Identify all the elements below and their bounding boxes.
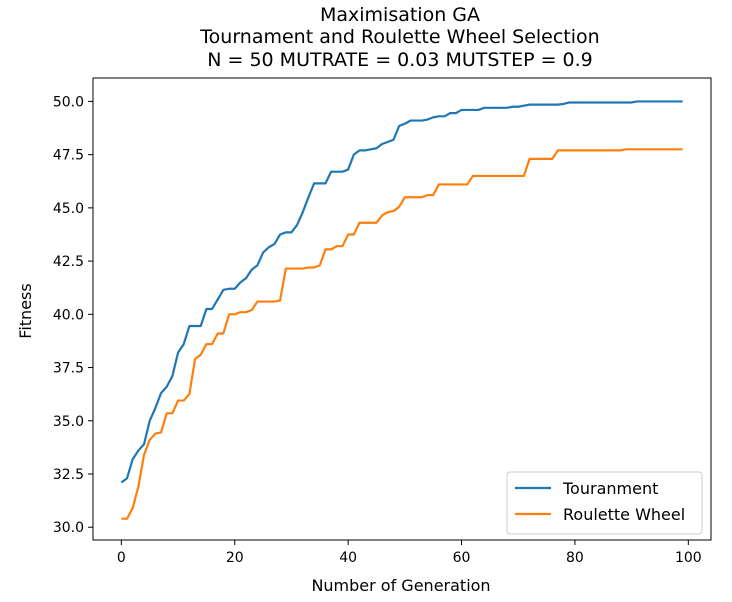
- legend-box: [506, 471, 703, 535]
- x-tick-label: 80: [566, 550, 584, 566]
- x-tick-label: 20: [226, 550, 244, 566]
- y-tick-label: 45.0: [53, 201, 84, 217]
- x-tick-label: 0: [117, 550, 126, 566]
- y-axis-ticks: 30.0 32.5 35.0 37.5 40.0 42.5 45.0 47.5 50.0: [53, 94, 93, 536]
- plot-frame: [92, 77, 712, 541]
- y-tick-label: 42.5: [53, 254, 84, 270]
- legend-label-roulette-wheel: Roulette Wheel: [563, 505, 685, 524]
- legend: Touranment Roulette Wheel: [506, 471, 703, 535]
- y-tick-label: 47.5: [53, 148, 84, 164]
- y-tick-label: 37.5: [53, 361, 84, 377]
- y-tick-label: 50.0: [53, 94, 84, 110]
- chart-title-line-1: Maximisation GA: [320, 4, 480, 26]
- chart-title-line-3: N = 50 MUTRATE = 0.03 MUTSTEP = 0.9: [207, 49, 593, 71]
- y-tick-label: 30.0: [53, 520, 84, 536]
- legend-label-touranment: Touranment: [562, 479, 658, 498]
- x-tick-label: 60: [453, 550, 471, 566]
- x-axis-ticks: 0 20 40 60 80 100: [117, 540, 702, 566]
- x-tick-label: 100: [675, 550, 702, 566]
- plot-lines: [120, 100, 683, 520]
- x-tick-label: 40: [339, 550, 357, 566]
- series-line-roulette-wheel: [121, 148, 683, 520]
- y-tick-label: 35.0: [53, 414, 84, 430]
- y-axis-label: Fitness: [16, 283, 35, 338]
- y-tick-label: 40.0: [53, 307, 84, 323]
- series-line-touranment: [120, 100, 683, 484]
- y-tick-label: 32.5: [53, 467, 84, 483]
- chart-title-line-2: Tournament and Roulette Wheel Selection: [199, 26, 599, 48]
- x-axis-label: Number of Generation: [311, 576, 490, 595]
